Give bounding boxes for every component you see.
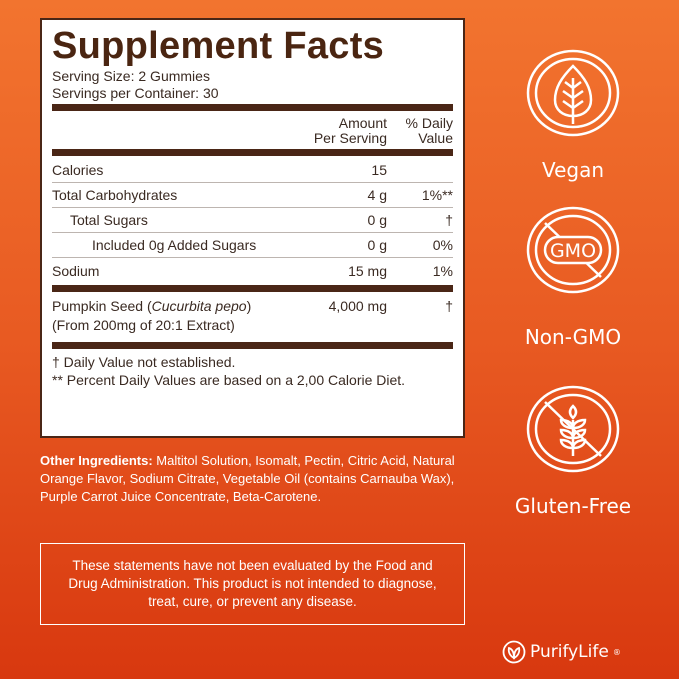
serving-size-value: 2 Gummies bbox=[138, 68, 210, 84]
badge-non-gmo: GMO Non-GMO bbox=[513, 205, 633, 349]
nutrient-name: Calories bbox=[52, 162, 104, 178]
nutrient-amount: 15 bbox=[371, 162, 387, 178]
col-dv: % Daily bbox=[405, 115, 453, 131]
table-row: Calories 15 bbox=[52, 158, 453, 183]
nutrient-dv: 1% bbox=[432, 262, 453, 279]
pumpkin-name: Pumpkin Seed (Cucurbita pepo) bbox=[52, 298, 252, 314]
other-ingredients: Other Ingredients: Maltitol Solution, Is… bbox=[40, 452, 470, 506]
serving-size: Serving Size: 2 Gummies bbox=[52, 68, 453, 85]
divider bbox=[52, 285, 453, 292]
brand-logo: PurifyLife ® bbox=[502, 640, 621, 664]
footnotes: † Daily Value not established. ** Percen… bbox=[52, 351, 453, 389]
nutrient-dv: 0% bbox=[432, 237, 453, 253]
fda-disclaimer: These statements have not been evaluated… bbox=[40, 543, 465, 625]
serving-size-label: Serving Size: bbox=[52, 68, 135, 84]
table-row-pumpkin: Pumpkin Seed (Cucurbita pepo) (From 200mg… bbox=[52, 294, 453, 340]
table-row: Total Sugars 0 g † bbox=[52, 208, 453, 233]
table-row: Total Carbohydrates 4 g 1%** bbox=[52, 183, 453, 208]
ingredients-label: Other Ingredients: bbox=[40, 453, 153, 468]
col-amount: Amount bbox=[338, 115, 387, 131]
table-row: Sodium 15 mg 1% bbox=[52, 258, 453, 283]
disclaimer-text: These statements have not been evaluated… bbox=[68, 558, 437, 609]
pumpkin-amount: 4,000 mg bbox=[328, 298, 387, 314]
col-dv-2: Value bbox=[418, 130, 453, 146]
nutrient-name: Total Sugars bbox=[70, 212, 148, 228]
nutrient-amount: 0 g bbox=[367, 237, 387, 253]
divider bbox=[52, 342, 453, 349]
divider bbox=[52, 149, 453, 156]
nutrient-dv: 1%** bbox=[421, 187, 453, 203]
no-wheat-icon bbox=[526, 385, 620, 473]
badge-vegan: Vegan bbox=[513, 48, 633, 182]
badge-label: Gluten-Free bbox=[514, 494, 632, 518]
servings-per-container: Servings per Container: 30 bbox=[52, 85, 453, 102]
table-row: Included 0g Added Sugars 0 g 0% bbox=[52, 233, 453, 258]
pumpkin-dv: † bbox=[445, 298, 453, 314]
col-amount-2: Per Serving bbox=[313, 130, 387, 146]
leaf-icon bbox=[526, 49, 620, 137]
nutrient-amount: 0 g bbox=[367, 212, 387, 228]
svg-text:GMO: GMO bbox=[550, 240, 596, 262]
badge-label: Non-GMO bbox=[524, 325, 622, 349]
badge-gluten-free: Gluten-Free bbox=[513, 384, 633, 518]
panel-title: Supplement Facts bbox=[52, 25, 385, 67]
nutrient-name: Total Carbohydrates bbox=[52, 187, 178, 203]
column-headers: Amount Per Serving % Daily Value bbox=[52, 113, 453, 147]
badge-label: Vegan bbox=[541, 158, 605, 182]
divider bbox=[52, 104, 453, 111]
supplement-facts-panel: Supplement Facts Serving Size: 2 Gummies… bbox=[40, 18, 465, 438]
nutrient-amount: 4 g bbox=[367, 187, 387, 203]
ingredients-text: Maltitol Solution, Isomalt, Pectin, Citr… bbox=[40, 453, 455, 504]
nutrient-amount: 15 mg bbox=[348, 262, 387, 279]
brand-logo-icon bbox=[502, 640, 526, 664]
nutrient-name: Included 0g Added Sugars bbox=[92, 237, 257, 253]
registered-mark: ® bbox=[612, 647, 621, 657]
footnote: † Daily Value not established. bbox=[52, 354, 236, 370]
no-gmo-icon: GMO bbox=[526, 206, 620, 294]
pumpkin-extract: (From 200mg of 20:1 Extract) bbox=[52, 317, 235, 333]
nutrient-dv: † bbox=[445, 212, 453, 228]
servings-value: 30 bbox=[202, 85, 219, 101]
footnote: ** Percent Daily Values are based on a 2… bbox=[52, 372, 406, 388]
nutrient-name: Sodium bbox=[52, 262, 100, 279]
brand-name: PurifyLife bbox=[530, 642, 609, 662]
servings-label: Servings per Container: bbox=[52, 85, 200, 101]
